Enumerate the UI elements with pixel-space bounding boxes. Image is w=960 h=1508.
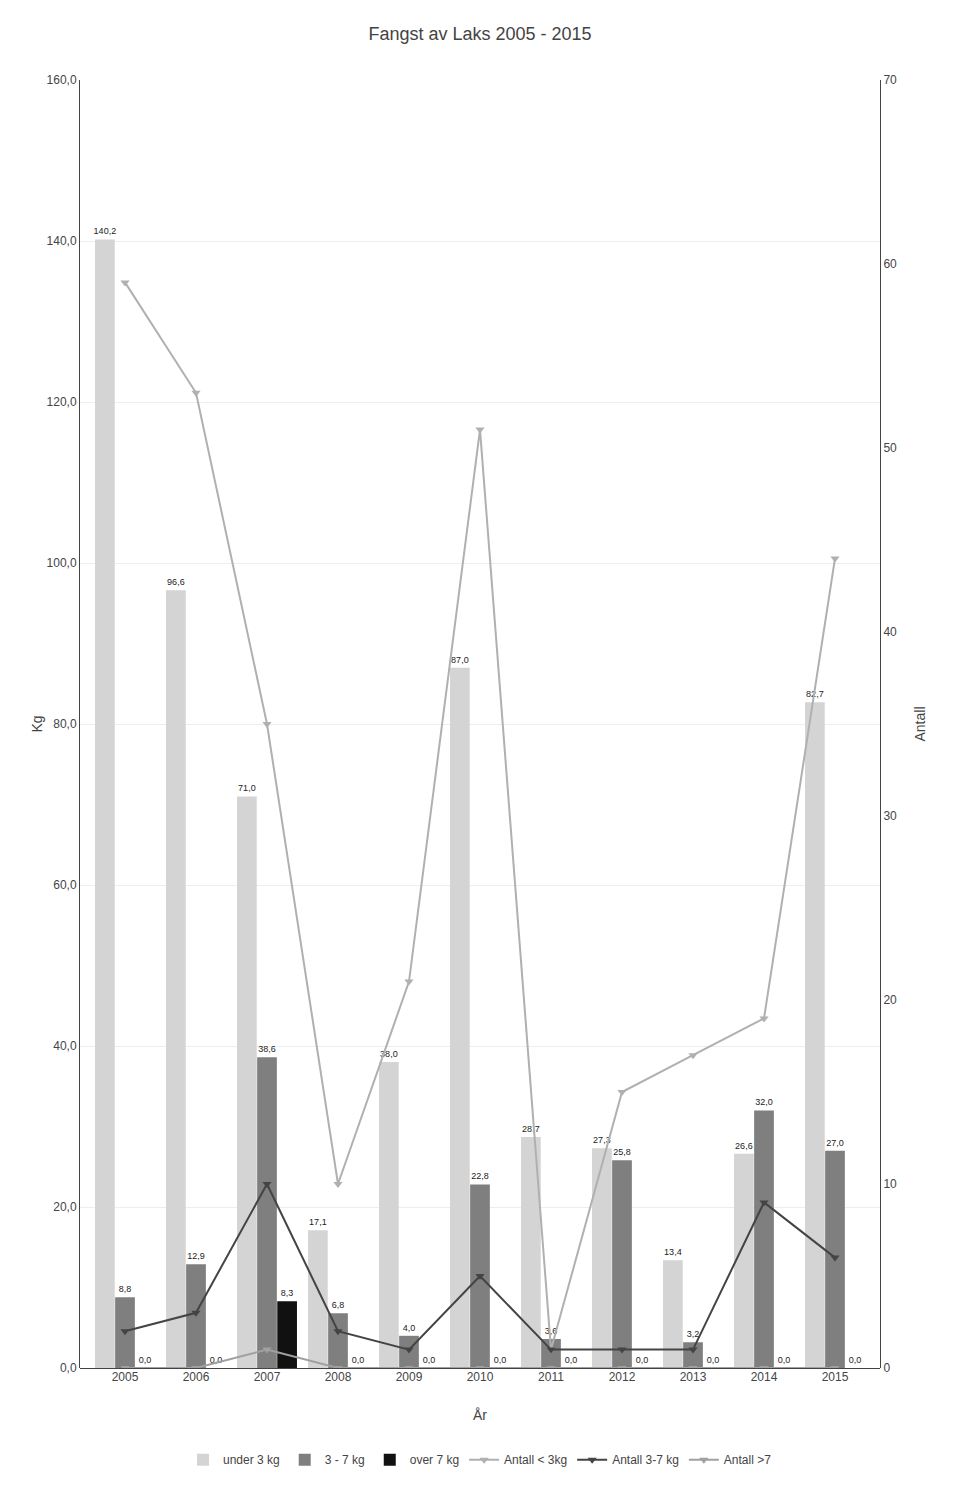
svg-text:87,0: 87,0 — [451, 655, 469, 665]
svg-text:Kg: Kg — [29, 715, 45, 732]
svg-text:0,0: 0,0 — [707, 1355, 720, 1365]
svg-text:2012: 2012 — [609, 1370, 636, 1384]
svg-text:50: 50 — [883, 441, 897, 455]
svg-text:80,0: 80,0 — [53, 717, 77, 731]
svg-text:27,3: 27,3 — [593, 1135, 611, 1145]
svg-text:2006: 2006 — [183, 1370, 210, 1384]
svg-text:25,8: 25,8 — [613, 1147, 631, 1157]
svg-text:8,8: 8,8 — [119, 1284, 132, 1294]
svg-text:28,7: 28,7 — [522, 1124, 540, 1134]
svg-text:2005: 2005 — [112, 1370, 139, 1384]
svg-text:8,3: 8,3 — [281, 1288, 294, 1298]
svg-text:26,6: 26,6 — [735, 1141, 753, 1151]
svg-text:4,0: 4,0 — [403, 1323, 416, 1333]
svg-text:40,0: 40,0 — [53, 1039, 77, 1053]
svg-text:0: 0 — [883, 1361, 890, 1375]
svg-text:År: År — [473, 1407, 487, 1423]
svg-text:20,0: 20,0 — [53, 1200, 77, 1214]
svg-text:100,0: 100,0 — [47, 556, 77, 570]
svg-text:3,6: 3,6 — [545, 1326, 558, 1336]
svg-text:60,0: 60,0 — [53, 878, 77, 892]
svg-text:0,0: 0,0 — [494, 1355, 507, 1365]
svg-text:140,2: 140,2 — [94, 226, 117, 236]
svg-text:Antall: Antall — [912, 706, 928, 741]
svg-text:60: 60 — [883, 257, 897, 271]
svg-text:13,4: 13,4 — [664, 1247, 682, 1257]
svg-text:10: 10 — [883, 1177, 897, 1191]
svg-text:17,1: 17,1 — [309, 1217, 327, 1227]
svg-text:0,0: 0,0 — [423, 1355, 436, 1365]
svg-text:30: 30 — [883, 809, 897, 823]
svg-text:0,0: 0,0 — [565, 1355, 578, 1365]
svg-text:160,0: 160,0 — [47, 73, 77, 87]
svg-text:96,6: 96,6 — [167, 577, 185, 587]
svg-text:2010: 2010 — [467, 1370, 494, 1384]
svg-text:140,0: 140,0 — [47, 234, 77, 248]
svg-text:3,2: 3,2 — [687, 1329, 700, 1339]
svg-text:2011: 2011 — [538, 1370, 564, 1384]
svg-text:27,0: 27,0 — [826, 1138, 844, 1148]
svg-text:2008: 2008 — [325, 1370, 352, 1384]
svg-text:Antall >7: Antall >7 — [724, 1453, 771, 1467]
svg-text:Antall < 3kg: Antall < 3kg — [504, 1453, 567, 1467]
svg-text:38,6: 38,6 — [258, 1044, 276, 1054]
svg-text:2014: 2014 — [751, 1370, 778, 1384]
svg-text:0,0: 0,0 — [778, 1355, 791, 1365]
svg-text:2013: 2013 — [680, 1370, 707, 1384]
svg-text:3 - 7 kg: 3 - 7 kg — [325, 1453, 365, 1467]
svg-text:0,0: 0,0 — [636, 1355, 649, 1365]
svg-text:82,7: 82,7 — [806, 689, 824, 699]
svg-text:2015: 2015 — [822, 1370, 849, 1384]
svg-text:0,0: 0,0 — [139, 1355, 152, 1365]
svg-text:70: 70 — [883, 73, 897, 87]
svg-text:Fangst av Laks 2005 - 2015: Fangst av Laks 2005 - 2015 — [368, 24, 591, 44]
svg-text:12,9: 12,9 — [187, 1251, 205, 1261]
svg-text:0,0: 0,0 — [60, 1361, 77, 1375]
svg-text:120,0: 120,0 — [47, 395, 77, 409]
svg-text:22,8: 22,8 — [471, 1171, 489, 1181]
svg-text:under 3 kg: under 3 kg — [223, 1453, 280, 1467]
svg-text:6,8: 6,8 — [332, 1300, 345, 1310]
svg-text:over 7 kg: over 7 kg — [410, 1453, 459, 1467]
svg-text:40: 40 — [883, 625, 897, 639]
svg-text:32,0: 32,0 — [755, 1097, 773, 1107]
svg-text:38,0: 38,0 — [380, 1049, 398, 1059]
svg-text:20: 20 — [883, 993, 897, 1007]
svg-text:0,0: 0,0 — [210, 1355, 223, 1365]
svg-text:2007: 2007 — [254, 1370, 281, 1384]
svg-text:71,0: 71,0 — [238, 783, 256, 793]
svg-text:0,0: 0,0 — [352, 1355, 365, 1365]
svg-text:Antall 3-7 kg: Antall 3-7 kg — [612, 1453, 679, 1467]
svg-text:2009: 2009 — [396, 1370, 423, 1384]
svg-text:0,0: 0,0 — [849, 1355, 862, 1365]
